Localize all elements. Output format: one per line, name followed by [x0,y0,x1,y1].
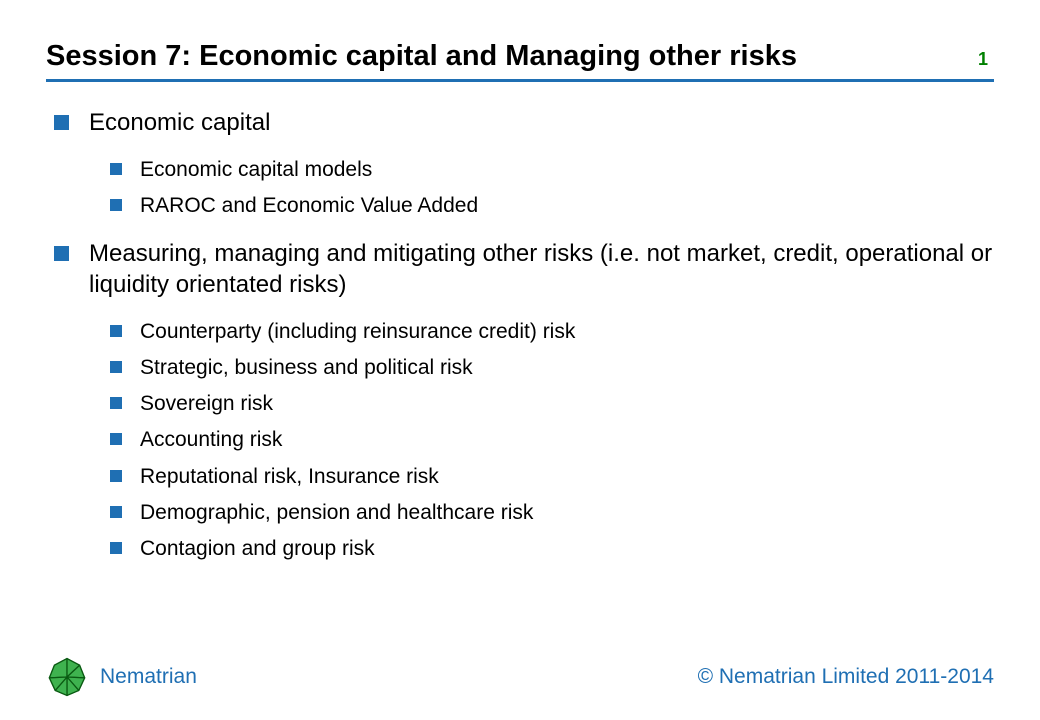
square-bullet-icon [110,163,122,175]
copyright-text: © Nematrian Limited 2011-2014 [698,665,994,689]
square-bullet-icon [54,246,69,261]
bullet-l2: RAROC and Economic Value Added [110,193,994,219]
bullet-l2-text: RAROC and Economic Value Added [140,193,478,219]
bullet-l2-text: Counterparty (including reinsurance cred… [140,319,575,345]
bullet-l2-text: Strategic, business and political risk [140,355,473,381]
bullet-l2: Economic capital models [110,157,994,183]
bullet-l1: Measuring, managing and mitigating other… [54,239,994,300]
content-area: Economic capital Economic capital models… [46,82,994,562]
bullet-l1: Economic capital [54,108,994,139]
slide: Session 7: Economic capital and Managing… [0,0,1040,720]
slide-title: Session 7: Economic capital and Managing… [46,40,797,73]
bullet-l1-text: Economic capital [89,108,270,139]
square-bullet-icon [54,115,69,130]
bullet-l1-text: Measuring, managing and mitigating other… [89,239,994,300]
bullet-l2-text: Accounting risk [140,427,282,453]
square-bullet-icon [110,433,122,445]
square-bullet-icon [110,542,122,554]
header: Session 7: Economic capital and Managing… [46,40,994,82]
page-number: 1 [978,49,994,70]
square-bullet-icon [110,506,122,518]
bullet-l2-text: Demographic, pension and healthcare risk [140,500,533,526]
bullet-l2-text: Contagion and group risk [140,536,375,562]
bullet-l2: Strategic, business and political risk [110,355,994,381]
brand-name: Nematrian [100,665,197,689]
bullet-l2: Contagion and group risk [110,536,994,562]
square-bullet-icon [110,397,122,409]
bullet-l2: Reputational risk, Insurance risk [110,464,994,490]
square-bullet-icon [110,470,122,482]
square-bullet-icon [110,199,122,211]
nematrian-logo-icon [46,656,88,698]
sub-list: Economic capital models RAROC and Econom… [54,157,994,220]
bullet-l2-text: Economic capital models [140,157,372,183]
bullet-l2-text: Reputational risk, Insurance risk [140,464,439,490]
bullet-l2-text: Sovereign risk [140,391,273,417]
bullet-l2: Sovereign risk [110,391,994,417]
footer: Nematrian © Nematrian Limited 2011-2014 [46,656,994,698]
bullet-l2: Counterparty (including reinsurance cred… [110,319,994,345]
square-bullet-icon [110,361,122,373]
bullet-l2: Accounting risk [110,427,994,453]
square-bullet-icon [110,325,122,337]
footer-left: Nematrian [46,656,197,698]
bullet-l2: Demographic, pension and healthcare risk [110,500,994,526]
sub-list: Counterparty (including reinsurance cred… [54,319,994,563]
